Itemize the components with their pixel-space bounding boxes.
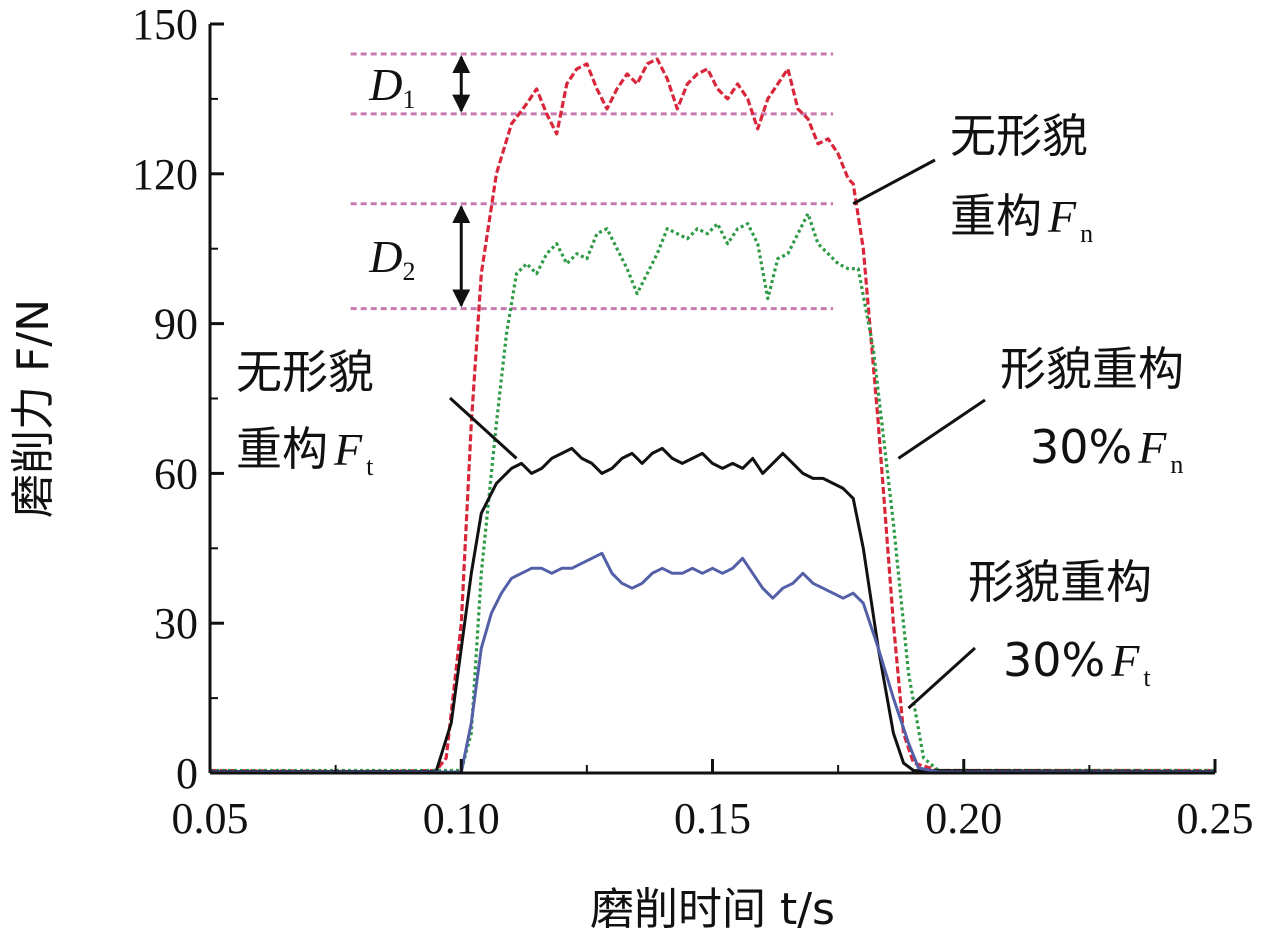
- x-tick-label-1: 0.10: [423, 794, 500, 843]
- dimension-label-2: D2: [368, 231, 415, 286]
- series-layer: [209, 57, 1216, 774]
- annotation-2-line-1: 形貌重构: [1000, 342, 1184, 396]
- y-tick-label-0: 0: [176, 749, 198, 798]
- annotation-leader-1: [852, 158, 936, 206]
- y-axis-title: 磨削力 F/N: [8, 299, 59, 518]
- x-axis-title: 磨削时间 t/s: [590, 884, 835, 935]
- dimension-markers: D1 D2: [368, 55, 471, 308]
- x-tick-label-2: 0.15: [674, 794, 751, 843]
- annotation-4-line-1: 形貌重构: [968, 555, 1152, 609]
- reference-lines: [350, 52, 834, 311]
- x-tick-label-0: 0.05: [172, 794, 249, 843]
- y-tick-label-3: 90: [154, 300, 198, 349]
- y-tick-label-5: 150: [132, 0, 198, 49]
- annotation-3-line-1: 无形貌: [236, 345, 374, 399]
- y-tick-label-2: 60: [154, 449, 198, 498]
- annotation-1-line-1: 无形貌: [950, 109, 1088, 163]
- series-line-4: [210, 551, 1215, 774]
- series-line-2: [210, 212, 1215, 773]
- x-tick-label-4: 0.25: [1177, 794, 1254, 843]
- annotation-leader-3: [448, 396, 518, 460]
- x-tick-label-3: 0.20: [925, 794, 1002, 843]
- y-tick-label-1: 30: [154, 599, 198, 648]
- annotation-leader-4: [907, 646, 977, 710]
- annotation-leader-2: [897, 398, 986, 460]
- series-line-3: [210, 446, 1216, 773]
- series-line-1: [209, 57, 1215, 774]
- ticks: 0 30 60 90 120 150 0.05 0.10 0.15 0.20 0.25: [132, 0, 1254, 843]
- y-tick-label-4: 120: [132, 150, 198, 199]
- dimension-label-1: D1: [368, 59, 415, 114]
